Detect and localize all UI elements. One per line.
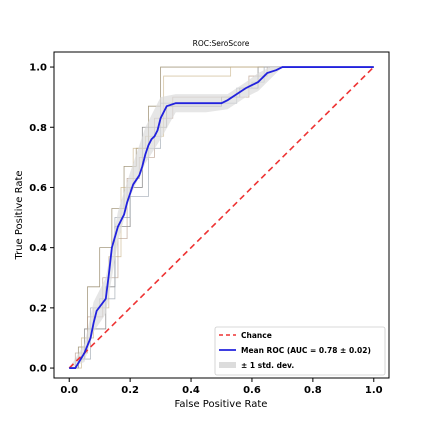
x-axis-ticks: 0.0 0.2 0.4 0.6 0.8 1.0 <box>60 378 383 396</box>
x-tick-label: 0.0 <box>60 385 78 396</box>
legend-band-swatch <box>219 362 236 368</box>
chart-title: ROC:SeroScore <box>193 39 250 48</box>
legend-box <box>214 326 386 376</box>
x-tick-label: 0.4 <box>182 385 200 396</box>
plot-area <box>68 66 375 369</box>
chance-line <box>68 66 375 369</box>
std-dev-band <box>69 67 374 369</box>
y-tick-label: 1.0 <box>29 63 47 74</box>
x-tick-label: 1.0 <box>365 385 383 396</box>
y-tick-label: 0.4 <box>29 243 47 254</box>
y-axis-ticks: 0.0 0.2 0.4 0.6 0.8 1.0 <box>29 63 54 375</box>
x-tick-label: 0.2 <box>121 385 139 396</box>
x-tick-label: 0.8 <box>304 385 322 396</box>
y-tick-label: 0.8 <box>29 123 47 134</box>
legend-mean-label: Mean ROC (AUC = 0.78 ± 0.02) <box>241 346 371 355</box>
y-tick-label: 0.6 <box>29 183 47 194</box>
legend-band-label: ± 1 std. dev. <box>241 361 294 370</box>
y-tick-label: 0.0 <box>29 364 47 375</box>
x-tick-label: 0.6 <box>243 385 261 396</box>
legend-chance-label: Chance <box>241 331 272 340</box>
x-axis-label: False Positive Rate <box>175 399 268 410</box>
y-axis-label: True Positive Rate <box>14 170 25 260</box>
legend: Chance Mean ROC (AUC = 0.78 ± 0.02) ± 1 … <box>214 326 386 376</box>
y-tick-label: 0.2 <box>29 303 47 314</box>
plot-frame <box>53 51 390 379</box>
mean-roc-line <box>69 66 374 369</box>
